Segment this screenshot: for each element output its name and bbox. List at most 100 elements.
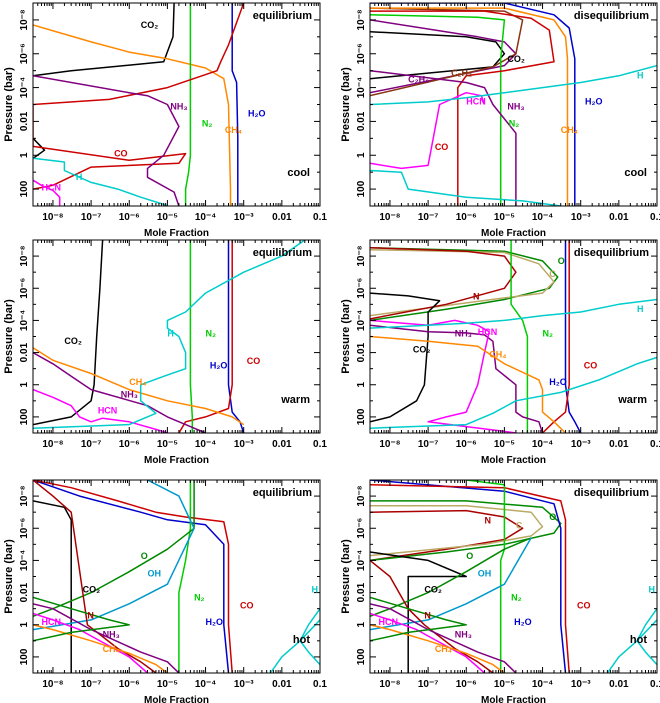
x-axis-label: Mole Fraction [481,695,546,703]
series-line [370,356,657,429]
y-tick-label: 10⁻⁸ [356,245,367,266]
x-tick-label: 10⁻⁶ [119,439,140,450]
series-group [33,240,306,433]
series-label: CO₂ [413,345,431,355]
series-label: CH₄ [435,644,452,654]
series-line [33,240,306,429]
series-label: C₂H₆ [408,74,429,84]
y-tick-label: 10⁻⁴ [356,310,367,331]
series-line [33,3,245,190]
x-tick-label: 10⁻⁶ [456,439,477,450]
x-tick-label: 10⁻⁸ [42,679,63,690]
series-label: H [649,585,656,595]
x-tick-label: 10⁻⁶ [119,679,140,690]
series-label: NH₃ [455,629,472,639]
x-tick-label: 0.01 [609,679,629,690]
x-tick-label: 10⁻³ [234,679,254,690]
series-label: CO [240,601,254,611]
y-tick-label: 10⁻⁴ [356,77,367,98]
x-tick-label: 10⁻⁴ [195,439,216,450]
series-line [466,480,506,673]
series-label: CO [584,361,598,371]
series-label: HCN [466,97,486,107]
case-label: hot [630,634,647,646]
series-line [370,19,517,94]
series-line [370,169,561,206]
series-line [370,596,467,642]
series-line [370,537,532,618]
series-label: CH₄ [489,349,506,359]
series-label: N₂ [511,592,522,602]
series-label: CO₂ [83,585,101,595]
series-label: NH₃ [170,102,187,112]
x-tick-label: 10⁻³ [234,212,254,223]
series-line [510,240,529,433]
panel-title: equilibrium [253,487,313,499]
series-label: O [466,551,473,561]
y-tick-label: 1 [19,382,30,388]
x-axis-label: Mole Fraction [144,455,209,466]
x-tick-label: 10⁻⁷ [81,439,102,450]
series-line [370,551,467,673]
x-tick-label: 0.1 [650,212,660,223]
series-line [33,179,61,206]
case-label: hot [293,634,310,646]
y-tick-label: 100 [356,180,367,197]
series-line [33,624,168,673]
series-label: H₂O [549,377,567,387]
x-tick-label: 10⁻⁵ [157,679,178,690]
y-tick-label: 0.01 [19,111,30,131]
x-tick-label: 0.01 [609,439,629,450]
y-tick-label: 0.01 [356,111,367,131]
series-label: CO₂ [507,54,525,64]
plot-frame [32,479,321,674]
series-label: CH₄ [103,644,120,654]
x-tick-label: 10⁻⁶ [456,679,477,690]
x-tick-label: 10⁻⁵ [157,439,178,450]
series-label: NH₃ [103,629,120,639]
y-tick-label: 10⁻⁸ [356,485,367,506]
x-tick-label: 10⁻⁸ [379,679,400,690]
x-tick-label: 0.01 [272,679,292,690]
series-label: CO [114,149,128,159]
x-tick-label: 0.1 [650,679,660,690]
series-line [189,240,194,433]
series-label: C₂H₂ [451,68,472,78]
panel-title: disequilibrium [574,487,649,499]
y-tick-label: 10⁻⁸ [19,485,30,506]
series-line [33,240,104,426]
series-line [231,3,239,206]
y-axis-label: Pressure (bar) [3,539,15,614]
y-tick-label: 10⁻⁸ [19,9,30,30]
y-tick-label: 100 [356,648,367,665]
y-axis-label: Pressure (bar) [340,539,352,614]
x-tick-label: 0.1 [313,439,327,450]
series-label: C [549,269,556,279]
y-tick-label: 100 [19,648,30,665]
series-label: H₂O [210,361,228,371]
series-line [33,347,245,426]
series-line [33,157,168,206]
series-label: O [558,256,565,266]
series-line [370,612,485,673]
y-tick-label: 10⁻⁴ [19,310,30,331]
y-tick-label: 1 [356,622,367,628]
series-line [33,612,148,673]
x-tick-label: 10⁻⁴ [195,679,216,690]
panel-title: equilibrium [253,10,313,22]
chart-panel-6: 10⁻⁸ 10⁻⁷ 10⁻⁶ 10⁻⁵ 10⁻⁴ 10⁻³ 0.01 0.1 10⁻⁸ 10⁻⁶ 1… [340,479,660,703]
y-axis-label: Pressure (bar) [340,299,352,374]
x-tick-label: 10⁻⁶ [456,212,477,223]
y-tick-label: 10⁻⁸ [356,9,367,30]
series-label: CO [247,356,261,366]
series-line [33,75,180,206]
x-tick-label: 10⁻⁵ [494,212,515,223]
x-tick-label: 10⁻⁷ [418,212,439,223]
series-line [370,3,576,206]
x-tick-label: 10⁻⁷ [81,679,102,690]
series-line [370,480,567,673]
series-line [370,484,570,673]
series-line [370,603,517,673]
y-tick-label: 1 [19,622,30,628]
series-label: NH₃ [507,102,524,112]
